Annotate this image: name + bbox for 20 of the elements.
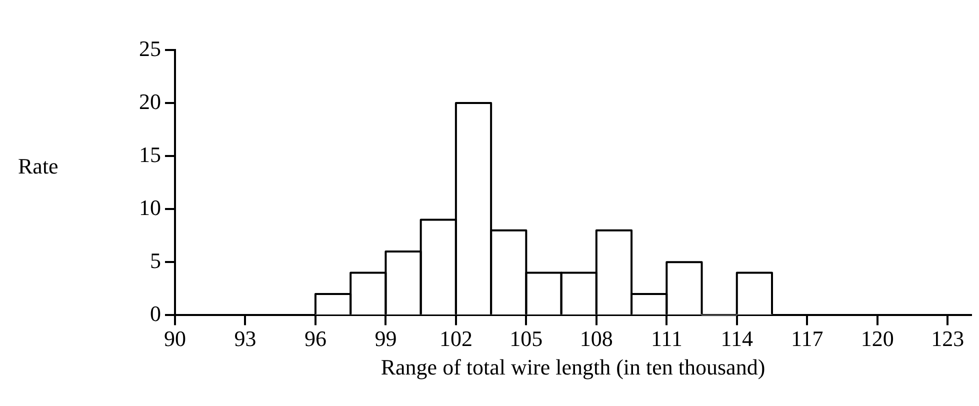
x-tick-label: 105 (510, 326, 543, 352)
x-tick-label: 114 (720, 326, 753, 352)
x-tick-label: 96 (304, 326, 326, 352)
x-tick-label: 111 (650, 326, 682, 352)
y-tick-label: 20 (139, 88, 161, 114)
x-tick-label: 90 (164, 326, 186, 352)
y-axis-title: Rate (18, 153, 58, 178)
x-tick-label: 123 (931, 326, 964, 352)
y-tick-label: 10 (139, 194, 161, 220)
y-tick-label: 15 (139, 142, 161, 167)
x-tick-label: 120 (860, 326, 894, 352)
x-tick-label: 93 (234, 326, 256, 352)
x-tick-label: 117 (791, 326, 824, 352)
x-tick-label: 108 (580, 326, 613, 352)
x-tick-label: 99 (374, 326, 397, 352)
x-tick-label: 102 (439, 326, 472, 352)
x-axis-title: Range of total wire length (in ten thousand) (380, 354, 766, 380)
y-tick-label: 5 (150, 248, 161, 273)
y-tick-label: 25 (139, 36, 161, 61)
y-tick-label: 0 (150, 300, 161, 326)
